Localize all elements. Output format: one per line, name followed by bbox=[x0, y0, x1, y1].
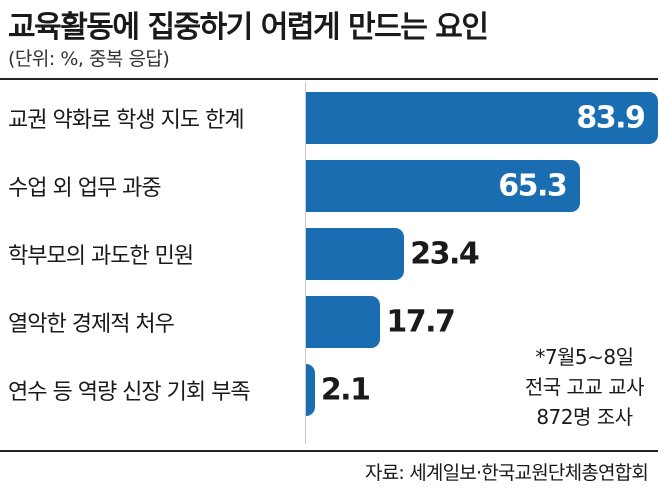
note-line-3: 872명 조사 bbox=[536, 405, 633, 429]
category-label: 학부모의 과도한 민원 bbox=[8, 244, 194, 269]
source-credit: 자료: 세계일보·한국교원단체총연합회 bbox=[365, 462, 649, 484]
chart-title: 교육활동에 집중하기 어렵게 만드는 요인 bbox=[8, 10, 489, 45]
top-divider bbox=[0, 78, 658, 80]
value-label: 83.9 bbox=[576, 100, 646, 136]
value-label: 17.7 bbox=[386, 304, 456, 340]
bar bbox=[306, 228, 405, 280]
bottom-divider bbox=[0, 450, 658, 452]
category-label: 수업 외 업무 과중 bbox=[8, 176, 162, 201]
value-label: 23.4 bbox=[410, 236, 480, 272]
bar bbox=[306, 160, 581, 212]
value-label: 65.3 bbox=[498, 168, 568, 204]
survey-note: *7월5∼8일 전국 고교 교사 872명 조사 bbox=[524, 342, 645, 432]
bar bbox=[306, 364, 315, 416]
chart-subtitle: (단위: %, 중복 응답) bbox=[8, 48, 170, 70]
bar-baseline bbox=[305, 82, 306, 444]
category-label: 열악한 경제적 처우 bbox=[8, 312, 175, 337]
note-line-1: *7월5∼8일 bbox=[535, 345, 634, 369]
value-label: 2.1 bbox=[320, 372, 371, 408]
bar bbox=[306, 92, 658, 144]
bar bbox=[306, 296, 381, 348]
category-label: 교권 약화로 학생 지도 한계 bbox=[8, 108, 245, 133]
category-label: 연수 등 역량 신장 기회 부족 bbox=[8, 380, 251, 405]
note-line-2: 전국 고교 교사 bbox=[524, 375, 645, 399]
